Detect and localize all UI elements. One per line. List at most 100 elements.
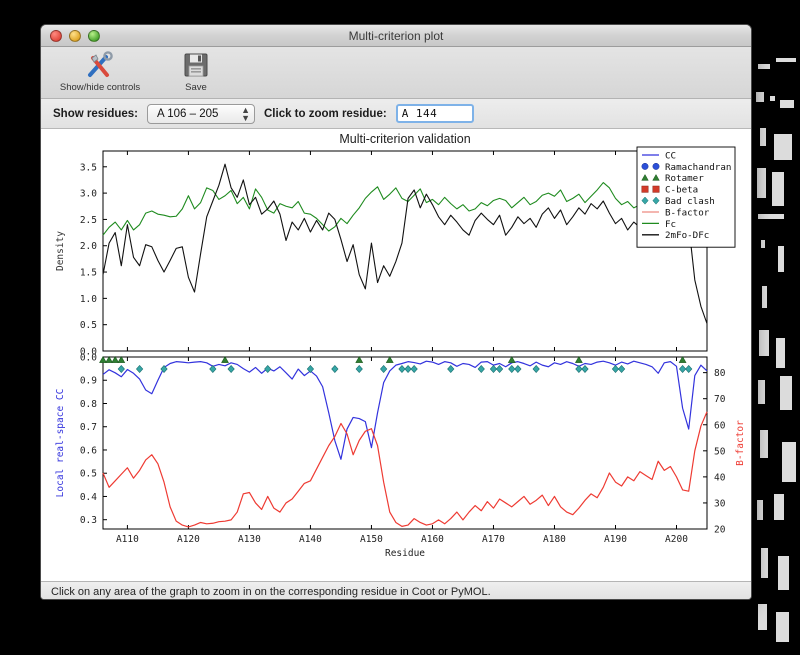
series-b-factor [102, 411, 708, 528]
bad-clash-marker[interactable] [495, 364, 504, 374]
y-tick-label-right: 20 [714, 525, 726, 536]
legend-swatch-c-beta [652, 185, 660, 193]
legend-swatch-ramachandran [652, 162, 660, 170]
y-tick-label: 2.0 [80, 241, 97, 252]
series-2mfo-dfc [102, 163, 708, 324]
series-cc [102, 360, 708, 460]
y-tick-label-left: 0.4 [80, 492, 97, 503]
validation-panel: 0.3 0.4 0.5 0.6 0.7 0.8 0.9 0.0 20 30 40 50 60 70 80 A1… [55, 353, 746, 560]
legend-swatch-rotamer [652, 173, 660, 181]
toolbar: Show/hide controls Save [41, 47, 751, 99]
density-plot-frame [102, 150, 708, 352]
rotamer-marker[interactable] [355, 355, 364, 363]
bad-clash-marker[interactable] [380, 364, 388, 374]
save-button[interactable]: Save [155, 50, 237, 93]
bad-clash-marker[interactable] [581, 364, 589, 374]
window-titlebar[interactable]: Multi-criterion plot [41, 25, 751, 47]
y-tick-label-left: 0.0 [80, 353, 97, 364]
density-panel: 0.0 0.5 1.0 1.5 2.0 2.5 3.0 3.5 Density [55, 150, 708, 358]
legend-label: CC [665, 150, 676, 161]
chevron-updown-icon: ▲ ▼ [241, 104, 250, 123]
bad-clash-marker[interactable] [508, 364, 516, 374]
minimize-button[interactable] [69, 29, 81, 42]
rotamer-marker[interactable] [678, 355, 687, 363]
rotamer-marker[interactable] [221, 355, 229, 363]
bad-clash-marker[interactable] [514, 364, 522, 374]
rotamer-marker[interactable] [105, 355, 114, 363]
y-tick-label-right: 50 [714, 446, 726, 457]
y-tick-label: 1.5 [80, 268, 97, 279]
bad-clash-marker[interactable] [306, 364, 315, 374]
bad-clash-marker[interactable] [685, 364, 693, 374]
y-tick-label: 0.5 [80, 320, 97, 331]
bad-clash-marker[interactable] [489, 364, 498, 374]
residue-range-select[interactable]: A 106 – 205 ▲ ▼ [147, 103, 255, 124]
validation-plot-frame [102, 356, 708, 530]
legend-swatch-rotamer [641, 173, 649, 181]
y-tick-label-left: 0.6 [80, 445, 97, 456]
cc-axis-label: Local real-space CC [55, 389, 66, 498]
bad-clash-marker[interactable] [477, 364, 485, 374]
bad-clash-marker[interactable] [575, 364, 583, 374]
legend-swatch-bad-clash [652, 196, 660, 205]
rotamer-marker[interactable] [99, 355, 107, 363]
legend-label: C-beta [665, 185, 698, 196]
bad-clash-marker[interactable] [227, 364, 235, 374]
close-button[interactable] [50, 29, 62, 42]
rotamer-marker[interactable] [574, 355, 583, 363]
rotamer-marker[interactable] [111, 355, 120, 363]
status-text: Click on any area of the graph to zoom i… [51, 585, 491, 598]
x-tick-label: A160 [421, 534, 444, 545]
chart-title: Multi-criterion validation [339, 132, 470, 146]
plot-panel[interactable]: Multi-criterion validation 0.0 0.5 1.0 1.5 2.… [41, 129, 751, 581]
status-bar: Click on any area of the graph to zoom i… [41, 581, 751, 599]
maximize-button[interactable] [88, 29, 100, 42]
application-window: Multi-criterion plot Show/hide controls [40, 24, 752, 600]
bad-clash-marker[interactable] [117, 364, 125, 374]
bad-clash-marker[interactable] [331, 364, 339, 374]
y-tick-label: 3.5 [80, 162, 97, 173]
bad-clash-marker[interactable] [611, 364, 620, 374]
y-tick-label-left: 0.8 [80, 399, 97, 410]
window-title: Multi-criterion plot [348, 28, 444, 43]
density-axis-label: Density [55, 231, 66, 271]
floppy-disk-icon [182, 50, 210, 80]
zoom-residue-input[interactable]: A 144 [395, 104, 474, 123]
tools-icon [85, 50, 115, 80]
bad-clash-marker[interactable] [404, 364, 412, 374]
bad-clash-marker[interactable] [264, 364, 272, 374]
bad-clash-marker[interactable] [678, 364, 687, 374]
rotamer-marker[interactable] [385, 355, 394, 363]
bad-clash-marker[interactable] [209, 364, 217, 374]
rotamer-marker[interactable] [507, 355, 516, 363]
legend-swatch-c-beta [641, 185, 649, 193]
x-tick-label: A200 [665, 534, 688, 545]
legend-label: Fc [665, 219, 676, 230]
bad-clash-marker[interactable] [398, 364, 406, 374]
x-tick-label: A180 [543, 534, 566, 545]
bad-clash-marker[interactable] [355, 364, 363, 374]
rotamer-marker[interactable] [117, 355, 126, 363]
bad-clash-marker[interactable] [447, 364, 455, 374]
bad-clash-marker[interactable] [160, 364, 168, 374]
multi-criterion-chart[interactable]: Multi-criterion validation 0.0 0.5 1.0 1.5 2.… [41, 129, 751, 581]
controls-bar: Show residues: A 106 – 205 ▲ ▼ Click to z… [41, 99, 751, 129]
x-tick-label: A150 [360, 534, 383, 545]
show-hide-controls-button[interactable]: Show/hide controls [59, 50, 141, 93]
zoom-residue-label: Click to zoom residue: [264, 107, 387, 120]
x-tick-label: A130 [238, 534, 261, 545]
y-tick-label-right: 80 [714, 368, 726, 379]
bad-clash-marker[interactable] [410, 364, 418, 374]
legend-box [636, 146, 736, 248]
window-controls[interactable] [50, 29, 100, 42]
bad-clash-marker[interactable] [617, 364, 626, 374]
y-tick-label-right: 40 [714, 472, 726, 483]
y-tick-label: 1.0 [80, 294, 97, 305]
show-residues-label: Show residues: [53, 107, 138, 120]
legend-swatch-ramachandran [641, 162, 649, 170]
desktop-background [752, 0, 800, 655]
bad-clash-marker[interactable] [532, 364, 540, 374]
bad-clash-marker[interactable] [136, 364, 144, 374]
y-tick-label: 0.0 [80, 347, 97, 358]
